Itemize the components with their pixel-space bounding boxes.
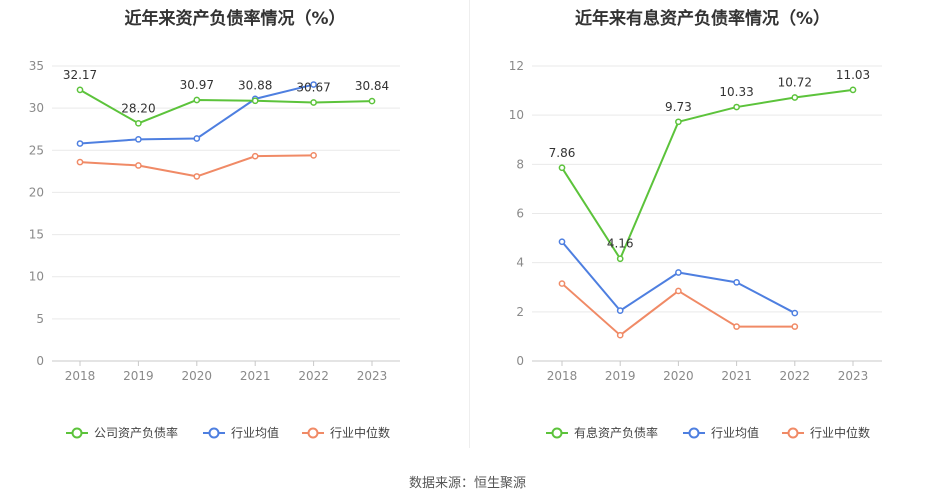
legend-label: 行业均值 [711,425,759,440]
data-point [251,152,259,160]
legend-item-2: 行业中位数 [782,425,870,440]
chart-title-right: 近年来有息资产负债率情况（%） [574,9,831,29]
x-tick-label: 2023 [357,369,388,383]
data-point [675,269,682,276]
data-point [616,331,624,339]
x-tick-label: 2018 [65,369,96,383]
data-point [76,140,84,147]
y-tick-label: 20 [29,185,44,199]
legend-item-0: 公司资产负债率 [66,425,178,440]
series-line-0 [561,88,854,260]
data-point [791,323,799,330]
legend-item-1: 行业均值 [203,425,279,440]
y-tick-label: 6 [516,207,524,221]
legend-marker [307,427,319,439]
legend-item-0: 有息资产负债率 [546,425,658,440]
data-point [616,307,624,314]
x-tick-label: 2021 [240,369,271,383]
data-point [251,97,259,105]
data-point [310,99,317,106]
y-tick-label: 0 [36,354,44,368]
data-label: 11.03 [836,68,870,82]
data-source: 数据来源：恒生聚源 [408,476,526,491]
data-point [791,94,799,101]
data-point [558,280,566,287]
data-point [791,309,799,317]
y-tick-label: 2 [516,305,524,319]
data-label: 4.16 [607,237,634,251]
data-point [193,96,201,104]
chart-1: 0 2 4 6 8 10 12 2018 2019 2020 2021 2022 2023 7.86 4.1… [509,59,882,440]
chart-title-left: 近年来资产负债率情况（%） [124,9,346,29]
data-point [193,173,201,180]
data-point [675,118,682,126]
legend-marker [688,427,700,439]
legend-marker [787,427,799,439]
series-line-0 [79,88,373,125]
x-tick-label: 2019 [123,369,154,383]
data-label: 32.17 [63,68,97,82]
y-tick-label: 35 [29,59,44,73]
data-point [616,255,624,263]
data-label: 28.20 [121,101,155,115]
data-label: 10.72 [778,75,812,89]
y-tick-label: 10 [29,270,44,284]
data-label: 30.67 [296,80,330,94]
data-point [310,81,317,88]
data-point [76,158,84,166]
y-tick-label: 0 [516,354,524,368]
panel-divider [469,0,470,448]
x-tick-label: 2022 [298,369,329,383]
data-point [733,323,740,330]
y-tick-label: 15 [29,228,44,242]
x-tick-label: 2021 [721,369,752,383]
legend-label: 行业中位数 [810,425,870,440]
legend-label: 公司资产负债率 [94,425,178,440]
y-tick-label: 4 [516,256,524,270]
chart-0: 0 5 10 15 20 25 30 35 2018 2019 2020 2021 2022 2023 32… [29,59,400,440]
data-point [135,119,142,127]
legend-label: 行业均值 [231,425,279,440]
data-point [675,287,682,295]
series-line-1 [561,241,796,314]
data-point [135,162,142,169]
x-tick-label: 2022 [780,369,811,383]
x-tick-label: 2019 [605,369,636,383]
data-point [733,278,740,286]
data-label: 30.97 [180,78,214,92]
data-point [368,97,376,105]
data-label: 30.84 [355,79,389,93]
data-label: 9.73 [665,100,692,114]
data-label: 7.86 [549,146,576,160]
y-tick-label: 25 [29,143,44,157]
legend-item-2: 行业中位数 [302,425,390,440]
legend-label: 行业中位数 [330,425,390,440]
y-tick-label: 8 [516,157,524,171]
data-point [733,103,740,111]
legend-marker [551,427,563,439]
y-tick-label: 30 [29,101,44,115]
data-label: 10.33 [719,85,753,99]
y-tick-label: 5 [36,312,44,326]
legend-label: 有息资产负债率 [574,425,658,440]
legend-marker [208,427,220,439]
legend-item-1: 行业均值 [683,425,759,440]
data-point [76,86,84,94]
y-tick-label: 12 [509,59,524,73]
x-tick-label: 2018 [547,369,578,383]
x-tick-label: 2023 [838,369,869,383]
data-label: 30.88 [238,79,272,93]
legend-marker [71,427,83,439]
y-tick-label: 10 [509,108,524,122]
x-tick-label: 2020 [663,369,694,383]
x-tick-label: 2020 [182,369,213,383]
data-point [310,151,317,159]
data-point [135,135,142,143]
data-point [558,238,566,246]
data-point [558,164,566,172]
data-point [849,86,857,94]
data-point [193,135,201,142]
series-line-1 [79,83,314,145]
